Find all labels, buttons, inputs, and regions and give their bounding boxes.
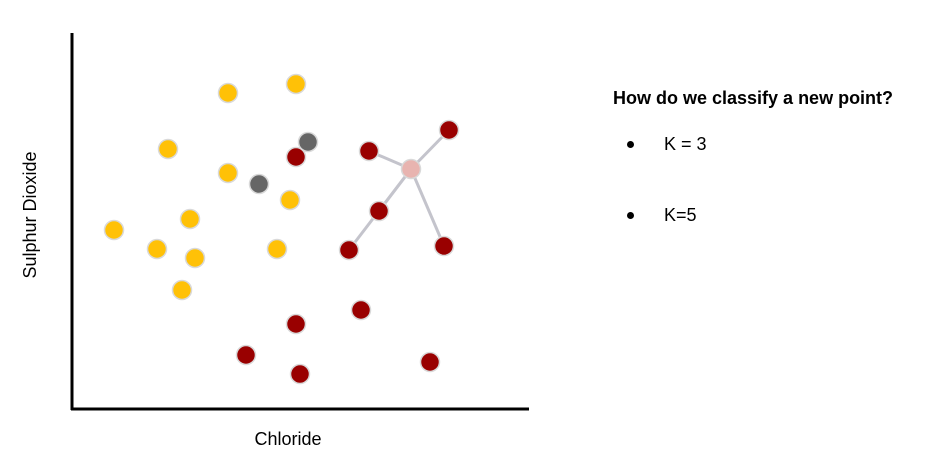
unknown-point bbox=[248, 173, 270, 195]
bullet-dot bbox=[627, 212, 634, 219]
class-b-point bbox=[350, 299, 372, 321]
class-b-point bbox=[419, 351, 441, 373]
class-b-point bbox=[285, 313, 307, 335]
class-b-points bbox=[235, 119, 460, 385]
class-a-point bbox=[279, 189, 301, 211]
class-a-point bbox=[285, 73, 307, 95]
unknown-points bbox=[248, 131, 319, 195]
class-a-point bbox=[217, 82, 239, 104]
neighbor-line bbox=[409, 168, 446, 247]
class-a-points bbox=[103, 73, 307, 301]
y-axis-label: Sulphur Dioxide bbox=[20, 151, 40, 278]
bullet-dot bbox=[627, 141, 634, 148]
class-a-point bbox=[217, 162, 239, 184]
class-a-point bbox=[266, 238, 288, 260]
class-a-point bbox=[103, 219, 125, 241]
bullet-item-label: K=5 bbox=[664, 205, 697, 225]
class-b-point bbox=[368, 200, 390, 222]
class-a-point bbox=[184, 247, 206, 269]
unknown-point bbox=[297, 131, 319, 153]
class-a-point bbox=[157, 138, 179, 160]
class-a-point bbox=[179, 208, 201, 230]
class-b-point bbox=[338, 239, 360, 261]
class-a-point bbox=[146, 238, 168, 260]
bullet-item-k5: K=5 bbox=[627, 205, 697, 226]
class-b-point bbox=[433, 235, 455, 257]
class-b-point bbox=[235, 344, 257, 366]
bullet-item-k3: K = 3 bbox=[627, 134, 707, 155]
class-a-point bbox=[171, 279, 193, 301]
new-point bbox=[400, 158, 422, 180]
class-b-point bbox=[438, 119, 460, 141]
class-b-point bbox=[289, 363, 311, 385]
x-axis-label: Chloride bbox=[254, 429, 321, 449]
bullet-item-label: K = 3 bbox=[664, 134, 707, 154]
class-b-point bbox=[358, 140, 380, 162]
panel-title: How do we classify a new point? bbox=[613, 88, 894, 108]
class-b-point bbox=[285, 146, 307, 168]
